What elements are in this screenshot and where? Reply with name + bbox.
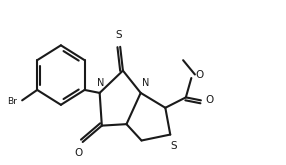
Text: Br: Br [7,97,17,106]
Text: N: N [96,78,104,88]
Text: O: O [206,95,214,105]
Text: O: O [74,148,83,158]
Text: S: S [170,141,177,151]
Text: S: S [116,30,122,40]
Text: O: O [195,70,204,80]
Text: N: N [142,78,150,88]
